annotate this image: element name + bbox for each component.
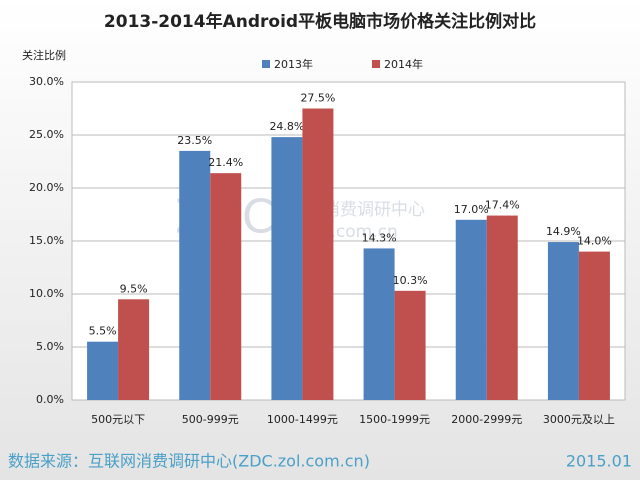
y-tick-label: 5.0% — [36, 340, 64, 353]
value-label: 14.3% — [362, 231, 397, 244]
bar — [210, 173, 242, 400]
x-tick-label: 1000-1499元 — [267, 413, 338, 426]
y-tick-label: 30.0% — [29, 75, 64, 88]
x-tick-label: 2000-2999元 — [451, 413, 522, 426]
y-tick-label: 0.0% — [36, 393, 64, 406]
x-tick-label: 3000元及以上 — [543, 413, 615, 426]
legend-swatch — [262, 60, 270, 68]
y-tick-label: 15.0% — [29, 234, 64, 247]
value-label: 21.4% — [208, 156, 243, 169]
x-tick-label: 500元以下 — [91, 413, 145, 426]
legend-swatch — [372, 60, 380, 68]
date: 2015.01 — [566, 452, 632, 471]
bar — [486, 215, 518, 400]
value-label: 9.5% — [120, 282, 148, 295]
value-label: 10.3% — [393, 274, 428, 287]
bar — [302, 108, 334, 400]
x-tick-label: 1500-1999元 — [359, 413, 430, 426]
bar — [179, 150, 211, 400]
bar — [578, 251, 610, 400]
legend-label: 2013年 — [274, 57, 313, 71]
y-tick-label: 25.0% — [29, 128, 64, 141]
value-label: 14.9% — [546, 225, 581, 238]
value-label: 27.5% — [300, 92, 335, 105]
value-label: 23.5% — [177, 134, 212, 147]
bar — [455, 219, 487, 400]
value-label: 17.4% — [485, 199, 520, 212]
value-label: 17.0% — [454, 203, 489, 216]
legend-label: 2014年 — [384, 57, 423, 71]
y-tick-label: 20.0% — [29, 181, 64, 194]
x-tick-label: 500-999元 — [182, 413, 239, 426]
y-axis-label: 关注比例 — [22, 48, 66, 62]
bar — [87, 341, 119, 400]
bar — [118, 299, 150, 400]
bar — [271, 137, 303, 400]
chart-title: 2013-2014年Android平板电脑市场价格关注比例对比 — [104, 11, 536, 32]
bar — [547, 242, 579, 400]
value-label: 24.8% — [269, 120, 304, 133]
bar — [363, 248, 395, 400]
bar — [394, 290, 426, 400]
value-label: 14.0% — [577, 235, 612, 248]
value-label: 5.5% — [89, 325, 117, 338]
y-tick-label: 10.0% — [29, 287, 64, 300]
source: 数据来源：互联网消费调研中心(ZDC.zol.com.cn) — [8, 452, 370, 471]
